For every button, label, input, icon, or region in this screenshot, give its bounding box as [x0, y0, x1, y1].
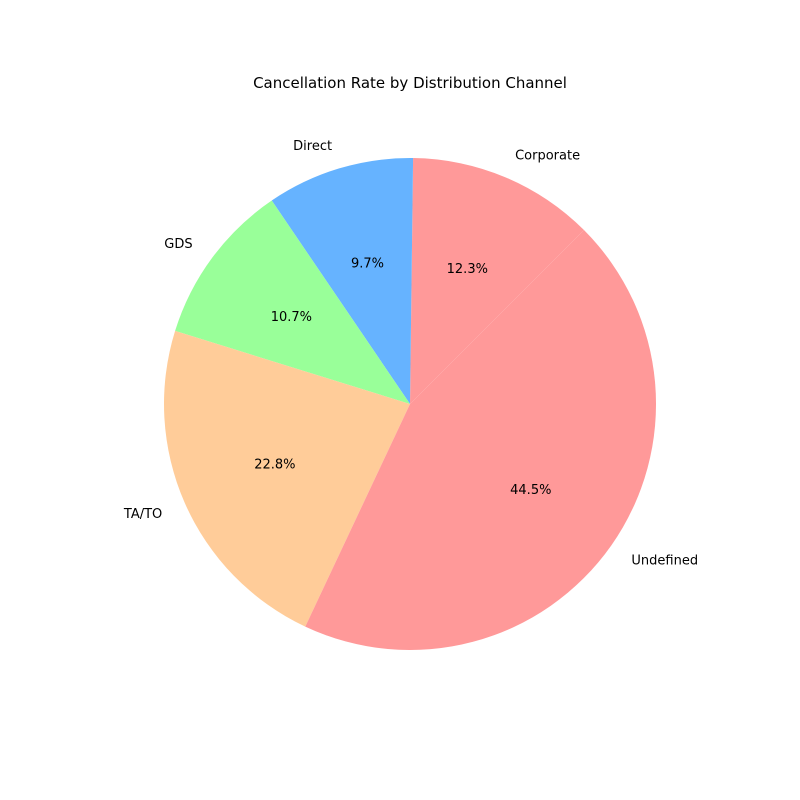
slice-percent-direct: 9.7% [351, 257, 384, 272]
pie-labels: Corporate 12.3% Direct 9.7% GDS 10.7% TA/TO 22.… [123, 139, 698, 569]
slice-label-corporate: Corporate [515, 149, 580, 164]
pie-slices [163, 158, 657, 651]
slice-percent-gds: 10.7% [271, 310, 312, 325]
pie-slice-direct [271, 158, 414, 404]
slice-label-ta-to: TA/TO [123, 507, 162, 522]
slice-percent-ta-to: 22.8% [254, 458, 295, 473]
slice-percent-corporate: 12.3% [447, 262, 488, 277]
slice-percent-undefined: 44.5% [510, 483, 551, 498]
slice-label-direct: Direct [293, 139, 332, 154]
pie-slice-corporate [410, 158, 584, 404]
slice-label-gds: GDS [164, 237, 192, 252]
pie-slice-undefined [305, 230, 657, 651]
slice-label-undefined: Undefined [631, 554, 698, 569]
pie-slice-ta-to [163, 330, 410, 627]
chart-title: Cancellation Rate by Distribution Channe… [253, 74, 567, 92]
pie-slice-gds [175, 200, 410, 404]
